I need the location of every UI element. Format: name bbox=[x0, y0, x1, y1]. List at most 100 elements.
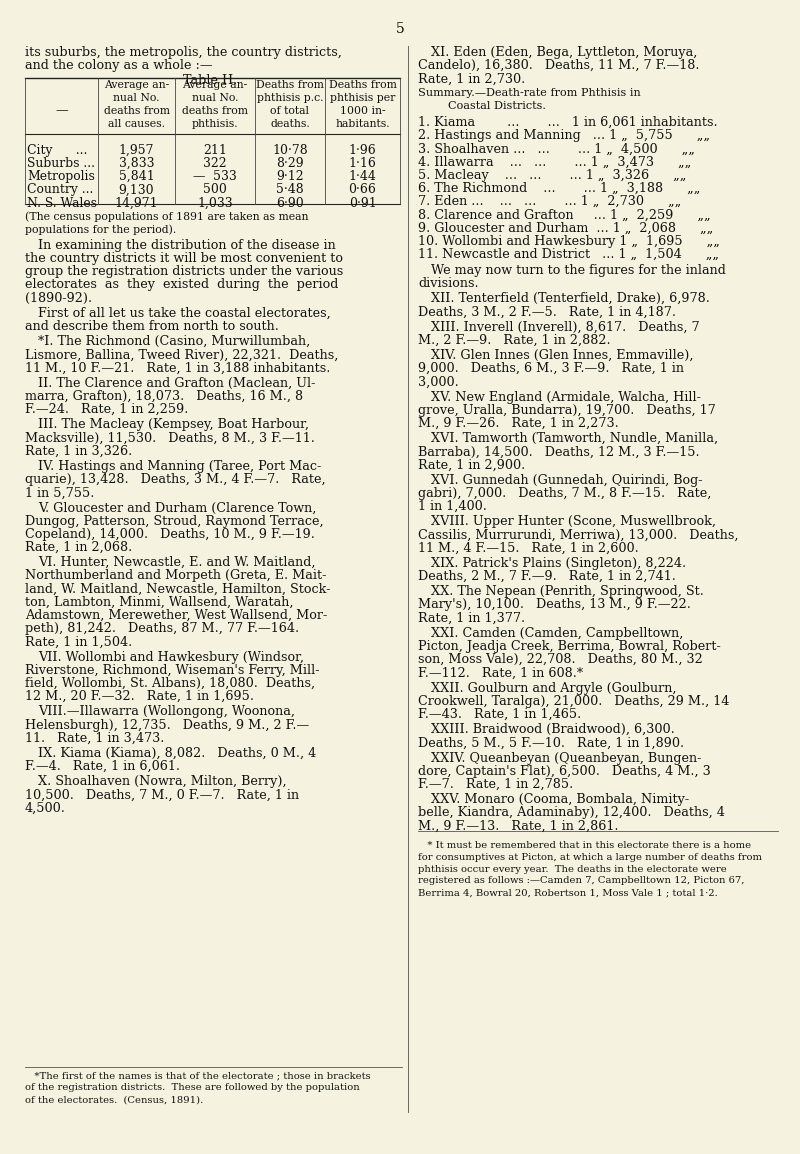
Text: F.—24.   Rate, 1 in 2,259.: F.—24. Rate, 1 in 2,259. bbox=[25, 403, 188, 417]
Text: Crookwell, Taralga), 21,000.   Deaths, 29 M., 14: Crookwell, Taralga), 21,000. Deaths, 29 … bbox=[418, 695, 730, 707]
Text: for consumptives at Picton, at which a large number of deaths from: for consumptives at Picton, at which a l… bbox=[418, 853, 762, 862]
Text: Lismore, Ballina, Tweed River), 22,321.  Deaths,: Lismore, Ballina, Tweed River), 22,321. … bbox=[25, 349, 338, 361]
Text: XXV. Monaro (Cooma, Bombala, Nimity-: XXV. Monaro (Cooma, Bombala, Nimity- bbox=[431, 793, 689, 807]
Text: dore, Captain's Flat), 6,500.   Deaths, 4 M., 3: dore, Captain's Flat), 6,500. Deaths, 4 … bbox=[418, 765, 710, 778]
Text: XIII. Inverell (Inverell), 8,617.   Deaths, 7: XIII. Inverell (Inverell), 8,617. Deaths… bbox=[431, 321, 700, 334]
Text: Average an-: Average an- bbox=[182, 80, 248, 90]
Text: divisions.: divisions. bbox=[418, 277, 478, 290]
Text: V. Gloucester and Durham (Clarence Town,: V. Gloucester and Durham (Clarence Town, bbox=[38, 502, 316, 515]
Text: IV. Hastings and Manning (Taree, Port Mac-: IV. Hastings and Manning (Taree, Port Ma… bbox=[38, 460, 322, 473]
Text: Deaths from: Deaths from bbox=[256, 80, 324, 90]
Text: XVI. Tamworth (Tamworth, Nundle, Manilla,: XVI. Tamworth (Tamworth, Nundle, Manilla… bbox=[431, 432, 718, 445]
Text: XV. New England (Armidale, Walcha, Hill-: XV. New England (Armidale, Walcha, Hill- bbox=[431, 390, 701, 404]
Text: Copeland), 14,000.   Deaths, 10 M., 9 F.—19.: Copeland), 14,000. Deaths, 10 M., 9 F.—1… bbox=[25, 527, 315, 541]
Text: 9. Gloucester and Durham  ... 1 „  2,068      „„: 9. Gloucester and Durham ... 1 „ 2,068 „… bbox=[418, 222, 714, 234]
Text: habitants.: habitants. bbox=[335, 119, 390, 129]
Text: electorates  as  they  existed  during  the  period: electorates as they existed during the p… bbox=[25, 278, 338, 292]
Text: Deaths, 2 M., 7 F.—9.   Rate, 1 in 2,741.: Deaths, 2 M., 7 F.—9. Rate, 1 in 2,741. bbox=[418, 570, 676, 583]
Text: III. The Macleay (Kempsey, Boat Harbour,: III. The Macleay (Kempsey, Boat Harbour, bbox=[38, 418, 309, 432]
Text: Rate, 1 in 1,377.: Rate, 1 in 1,377. bbox=[418, 612, 525, 624]
Text: Northumberland and Morpeth (Greta, E. Mait-: Northumberland and Morpeth (Greta, E. Ma… bbox=[25, 569, 326, 583]
Text: *I. The Richmond (Casino, Murwillumbah,: *I. The Richmond (Casino, Murwillumbah, bbox=[38, 335, 310, 349]
Text: X. Shoalhaven (Nowra, Milton, Berry),: X. Shoalhaven (Nowra, Milton, Berry), bbox=[38, 775, 286, 788]
Text: 1 in 1,400.: 1 in 1,400. bbox=[418, 500, 487, 514]
Text: —: — bbox=[55, 104, 68, 117]
Text: land, W. Maitland, Newcastle, Hamilton, Stock-: land, W. Maitland, Newcastle, Hamilton, … bbox=[25, 583, 330, 595]
Text: XII. Tenterfield (Tenterfield, Drake), 6,978.: XII. Tenterfield (Tenterfield, Drake), 6… bbox=[431, 292, 710, 305]
Text: and describe them from north to south.: and describe them from north to south. bbox=[25, 320, 279, 334]
Text: 0·66: 0·66 bbox=[349, 183, 377, 196]
Text: of the electorates.  (Census, 1891).: of the electorates. (Census, 1891). bbox=[25, 1095, 203, 1104]
Text: phthisis p.c.: phthisis p.c. bbox=[257, 92, 323, 103]
Text: XVIII. Upper Hunter (Scone, Muswellbrook,: XVIII. Upper Hunter (Scone, Muswellbrook… bbox=[431, 515, 716, 529]
Text: nual No.: nual No. bbox=[114, 92, 160, 103]
Text: 10. Wollombi and Hawkesbury 1 „  1,695      „„: 10. Wollombi and Hawkesbury 1 „ 1,695 „„ bbox=[418, 234, 720, 248]
Text: 4,500.: 4,500. bbox=[25, 802, 66, 815]
Text: 9·12: 9·12 bbox=[276, 170, 304, 183]
Text: phthisis occur every year.  The deaths in the electorate were: phthisis occur every year. The deaths in… bbox=[418, 864, 726, 874]
Text: the country districts it will be most convenient to: the country districts it will be most co… bbox=[25, 252, 343, 265]
Text: Adamstown, Merewether, West Wallsend, Mor-: Adamstown, Merewether, West Wallsend, Mo… bbox=[25, 609, 327, 622]
Text: Picton, Jeadja Creek, Berrima, Bowral, Robert-: Picton, Jeadja Creek, Berrima, Bowral, R… bbox=[418, 640, 721, 653]
Text: Deaths from: Deaths from bbox=[329, 80, 397, 90]
Text: Riverstone, Richmond, Wiseman's Ferry, Mill-: Riverstone, Richmond, Wiseman's Ferry, M… bbox=[25, 664, 319, 677]
Text: Average an-: Average an- bbox=[104, 80, 169, 90]
Text: City      ...: City ... bbox=[27, 144, 87, 157]
Text: (1890-92).: (1890-92). bbox=[25, 292, 92, 305]
Text: (The census populations of 1891 are taken as mean: (The census populations of 1891 are take… bbox=[25, 211, 309, 222]
Text: 12 M., 20 F.—32.   Rate, 1 in 1,695.: 12 M., 20 F.—32. Rate, 1 in 1,695. bbox=[25, 690, 254, 703]
Text: VIII.—Illawarra (Wollongong, Woonona,: VIII.—Illawarra (Wollongong, Woonona, bbox=[38, 705, 295, 719]
Text: XX. The Nepean (Penrith, Springwood, St.: XX. The Nepean (Penrith, Springwood, St. bbox=[431, 585, 704, 598]
Text: Rate, 1 in 1,504.: Rate, 1 in 1,504. bbox=[25, 636, 132, 649]
Text: F.—43.   Rate, 1 in 1,465.: F.—43. Rate, 1 in 1,465. bbox=[418, 709, 582, 721]
Text: F.—4.   Rate, 1 in 6,061.: F.—4. Rate, 1 in 6,061. bbox=[25, 760, 180, 773]
Text: 2. Hastings and Manning   ... 1 „  5,755      „„: 2. Hastings and Manning ... 1 „ 5,755 „„ bbox=[418, 129, 710, 142]
Text: XVI. Gunnedah (Gunnedah, Quirindi, Bog-: XVI. Gunnedah (Gunnedah, Quirindi, Bog- bbox=[431, 473, 702, 487]
Text: Rate, 1 in 2,730.: Rate, 1 in 2,730. bbox=[418, 73, 526, 85]
Text: Macksville), 11,530.   Deaths, 8 M., 3 F.—11.: Macksville), 11,530. Deaths, 8 M., 3 F.—… bbox=[25, 432, 315, 444]
Text: Helensburgh), 12,735.   Deaths, 9 M., 2 F.—: Helensburgh), 12,735. Deaths, 9 M., 2 F.… bbox=[25, 719, 310, 732]
Text: 11 M., 4 F.—15.   Rate, 1 in 2,600.: 11 M., 4 F.—15. Rate, 1 in 2,600. bbox=[418, 541, 638, 555]
Text: deaths from: deaths from bbox=[103, 106, 170, 117]
Text: 5. Macleay    ...   ...       ... 1 „  3,326      „„: 5. Macleay ... ... ... 1 „ 3,326 „„ bbox=[418, 168, 686, 182]
Text: XXIII. Braidwood (Braidwood), 6,300.: XXIII. Braidwood (Braidwood), 6,300. bbox=[431, 724, 674, 736]
Text: gabri), 7,000.   Deaths, 7 M., 8 F.—15.   Rate,: gabri), 7,000. Deaths, 7 M., 8 F.—15. Ra… bbox=[418, 487, 711, 500]
Text: Berrima 4, Bowral 20, Robertson 1, Moss Vale 1 ; total 1·2.: Berrima 4, Bowral 20, Robertson 1, Moss … bbox=[418, 889, 718, 897]
Text: Suburbs ...: Suburbs ... bbox=[27, 157, 95, 170]
Text: Deaths, 3 M., 2 F.—5.   Rate, 1 in 4,187.: Deaths, 3 M., 2 F.—5. Rate, 1 in 4,187. bbox=[418, 306, 676, 319]
Text: M., 9 F.—26.   Rate, 1 in 2,273.: M., 9 F.—26. Rate, 1 in 2,273. bbox=[418, 417, 618, 430]
Text: 9,000.   Deaths, 6 M., 3 F.—9.   Rate, 1 in: 9,000. Deaths, 6 M., 3 F.—9. Rate, 1 in bbox=[418, 362, 684, 375]
Text: We may now turn to the figures for the inland: We may now turn to the figures for the i… bbox=[431, 264, 726, 277]
Text: 1,957: 1,957 bbox=[118, 144, 154, 157]
Text: Summary.—Death-rate from Phthisis in: Summary.—Death-rate from Phthisis in bbox=[418, 88, 641, 98]
Text: 10,500.   Deaths, 7 M., 0 F.—7.   Rate, 1 in: 10,500. Deaths, 7 M., 0 F.—7. Rate, 1 in bbox=[25, 788, 299, 802]
Text: group the registration districts under the various: group the registration districts under t… bbox=[25, 265, 343, 278]
Text: 1 in 5,755.: 1 in 5,755. bbox=[25, 486, 94, 500]
Text: of total: of total bbox=[270, 106, 310, 117]
Text: phthisis per: phthisis per bbox=[330, 92, 395, 103]
Text: —  533: — 533 bbox=[193, 170, 237, 183]
Text: IX. Kiama (Kiama), 8,082.   Deaths, 0 M., 4: IX. Kiama (Kiama), 8,082. Deaths, 0 M., … bbox=[38, 747, 316, 760]
Text: 0·91: 0·91 bbox=[349, 196, 376, 210]
Text: 1,033: 1,033 bbox=[197, 196, 233, 210]
Text: 8·29: 8·29 bbox=[276, 157, 304, 170]
Text: Rate, 1 in 2,068.: Rate, 1 in 2,068. bbox=[25, 541, 132, 554]
Text: 322: 322 bbox=[203, 157, 227, 170]
Text: Rate, 1 in 3,326.: Rate, 1 in 3,326. bbox=[25, 444, 132, 458]
Text: 14,971: 14,971 bbox=[114, 196, 158, 210]
Text: marra, Grafton), 18,073.   Deaths, 16 M., 8: marra, Grafton), 18,073. Deaths, 16 M., … bbox=[25, 390, 303, 403]
Text: XI. Eden (Eden, Bega, Lyttleton, Moruya,: XI. Eden (Eden, Bega, Lyttleton, Moruya, bbox=[431, 46, 698, 59]
Text: belle, Kiandra, Adaminaby), 12,400.   Deaths, 4: belle, Kiandra, Adaminaby), 12,400. Deat… bbox=[418, 807, 725, 819]
Text: 11.   Rate, 1 in 3,473.: 11. Rate, 1 in 3,473. bbox=[25, 732, 164, 744]
Text: Barraba), 14,500.   Deaths, 12 M., 3 F.—15.: Barraba), 14,500. Deaths, 12 M., 3 F.—15… bbox=[418, 445, 700, 458]
Text: XXI. Camden (Camden, Campbelltown,: XXI. Camden (Camden, Campbelltown, bbox=[431, 627, 683, 639]
Text: 500: 500 bbox=[203, 183, 227, 196]
Text: First of all let us take the coastal electorates,: First of all let us take the coastal ele… bbox=[38, 307, 330, 320]
Text: 1·44: 1·44 bbox=[349, 170, 377, 183]
Text: Country ...: Country ... bbox=[27, 183, 94, 196]
Text: Table H.: Table H. bbox=[183, 74, 237, 87]
Text: Dungog, Patterson, Stroud, Raymond Terrace,: Dungog, Patterson, Stroud, Raymond Terra… bbox=[25, 515, 324, 527]
Text: M., 2 F.—9.   Rate, 1 in 2,882.: M., 2 F.—9. Rate, 1 in 2,882. bbox=[418, 334, 610, 346]
Text: *The first of the names is that of the electorate ; those in brackets: *The first of the names is that of the e… bbox=[25, 1071, 370, 1080]
Text: VII. Wollombi and Hawkesbury (Windsor,: VII. Wollombi and Hawkesbury (Windsor, bbox=[38, 651, 304, 664]
